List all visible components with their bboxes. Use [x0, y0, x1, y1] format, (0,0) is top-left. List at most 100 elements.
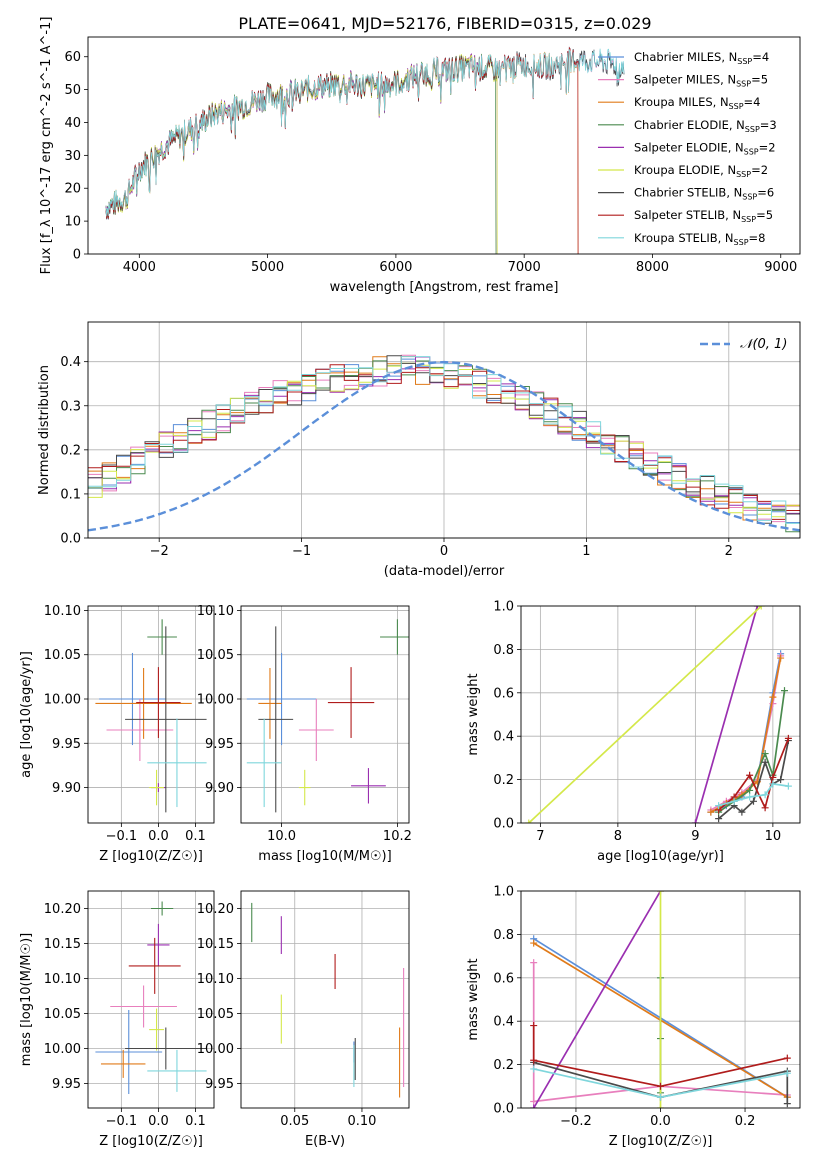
x-axis-label: E(B-V) [305, 1134, 345, 1149]
y-tick-label: 10.00 [44, 693, 81, 708]
y-axis-label: Normed distribution [37, 365, 52, 495]
y-tick-label: 10.00 [44, 1042, 81, 1057]
weight-line [718, 740, 790, 820]
legend-entry: Chabrier STELIB, NSSP=6 [634, 186, 774, 202]
y-tick-label: 10.10 [197, 972, 234, 987]
x-axis-label: Z [log10(Z/Z☉)] [99, 1134, 203, 1149]
y-tick-label: 10.05 [44, 648, 81, 663]
axes-frame [87, 321, 801, 539]
weight-marker [738, 808, 746, 816]
weight-line [718, 690, 786, 813]
weight-marker [525, 819, 533, 823]
y-tick-label: 60 [64, 50, 81, 65]
x-tick-label: 5000 [251, 260, 284, 275]
weight-marker [657, 1104, 664, 1108]
x-tick-label: 0.0 [650, 1114, 671, 1129]
weight-line [694, 606, 759, 823]
x-tick-label: −2 [150, 544, 169, 559]
legend-entry: Chabrier MILES, NSSP=4 [634, 50, 769, 66]
plot-area [251, 902, 405, 1098]
plot-area [105, 46, 625, 254]
weight-marker [530, 1022, 538, 1030]
y-tick-label: 0.0 [493, 817, 514, 832]
y-tick-label: 10.15 [44, 937, 81, 952]
histogram-step [88, 364, 800, 520]
weight-marker [761, 750, 769, 758]
plot-area [95, 619, 207, 813]
weight-marker [761, 758, 769, 766]
x-tick-label: −0.1 [106, 1114, 138, 1129]
weight-marker [530, 1104, 538, 1108]
weight-marker [769, 773, 777, 781]
y-tick-label: 10.15 [197, 937, 234, 952]
weight-marker [777, 776, 785, 784]
y-tick-label: 40 [64, 116, 81, 131]
legend-entry: Kroupa ELODIE, NSSP=2 [634, 163, 768, 179]
x-tick-label: 0.1 [185, 829, 206, 844]
x-tick-label: −0.1 [106, 829, 138, 844]
y-tick-label: 10.05 [44, 1007, 81, 1022]
weight-marker [530, 959, 538, 967]
x-tick-label: 10.2 [383, 829, 412, 844]
x-tick-label: 0.0 [148, 1114, 169, 1129]
y-tick-label: 10.10 [44, 604, 81, 619]
weight-marker [746, 793, 754, 801]
x-tick-label: 2 [725, 544, 733, 559]
axes-weight-vs-age: 7 8 9 10 0.0 0.2 0.4 0.6 0.8 1.0 age [log10(age/yr… [466, 600, 801, 864]
y-tick-label: 0.8 [493, 643, 514, 658]
x-tick-label: 1 [582, 544, 590, 559]
y-tick-label: 0.6 [493, 686, 514, 701]
weight-marker [769, 780, 777, 788]
weight-marker [753, 606, 761, 610]
x-axis-label: wavelength [Angstrom, rest frame] [330, 280, 559, 295]
legend-entry: Salpeter STELIB, NSSP=5 [634, 208, 773, 224]
weight-marker [761, 791, 769, 799]
x-tick-label: 10 [765, 829, 782, 844]
y-tick-label: 0.2 [493, 773, 514, 788]
x-tick-label: −1 [292, 544, 311, 559]
y-tick-label: 9.95 [52, 1077, 81, 1092]
y-axis-label: mass [log10(M/M☉)] [19, 933, 34, 1066]
axes-frame [240, 890, 410, 1109]
x-tick-label: 0.2 [735, 1114, 756, 1129]
y-tick-label: 1.0 [493, 885, 514, 900]
y-tick-label: 0.4 [493, 730, 514, 745]
y-tick-label: 10.05 [197, 648, 234, 663]
legend: Chabrier MILES, NSSP=4 Salpeter MILES, NS… [598, 50, 777, 247]
spectrum-line [105, 49, 579, 254]
axes-mass-vs-EBV: 0.05 0.10 9.95 10.00 10.05 10.10 10.15 10.20 E(B… [197, 890, 410, 1149]
y-tick-label: 10 [64, 215, 81, 230]
weight-marker [530, 1065, 538, 1073]
weight-marker [657, 1082, 664, 1090]
plot-area [88, 354, 800, 533]
y-tick-label: 9.90 [52, 781, 81, 796]
weight-marker [715, 802, 723, 810]
x-tick-label: 8 [614, 829, 622, 844]
legend: 𝒩(0, 1) [700, 337, 787, 352]
x-tick-label: 0 [440, 544, 448, 559]
weight-marker [715, 815, 723, 823]
figure-title: PLATE=0641, MJD=52176, FIBERID=0315, z=0… [238, 14, 651, 33]
x-tick-label: 7 [536, 829, 544, 844]
weight-marker [781, 687, 788, 695]
axes-frame [520, 605, 801, 824]
weight-marker [750, 797, 757, 805]
legend-entry: Chabrier ELODIE, NSSP=3 [634, 118, 777, 134]
weight-marker [691, 819, 699, 823]
y-tick-label: 0 [73, 248, 81, 263]
y-tick-label: 10.00 [197, 1042, 234, 1057]
axes-age-vs-Z: −0.1 0.0 0.1 9.90 9.95 10.00 10.05 10.10 Z [log1… [19, 604, 215, 864]
legend-entry: 𝒩(0, 1) [740, 337, 787, 352]
x-axis-label: Z [log10(Z/Z☉)] [99, 849, 203, 864]
y-tick-label: 0.8 [493, 928, 514, 943]
y-tick-label: 10.20 [44, 902, 81, 917]
x-axis-label: Z [log10(Z/Z☉)] [609, 1134, 713, 1149]
plot-area [525, 606, 792, 823]
y-tick-label: 9.90 [205, 781, 234, 796]
y-tick-label: 0.0 [60, 532, 81, 547]
x-tick-label: 4000 [123, 260, 156, 275]
weight-line [718, 738, 790, 811]
weight-marker [783, 1054, 791, 1062]
weight-line [528, 606, 762, 823]
y-tick-label: 10.10 [197, 604, 234, 619]
